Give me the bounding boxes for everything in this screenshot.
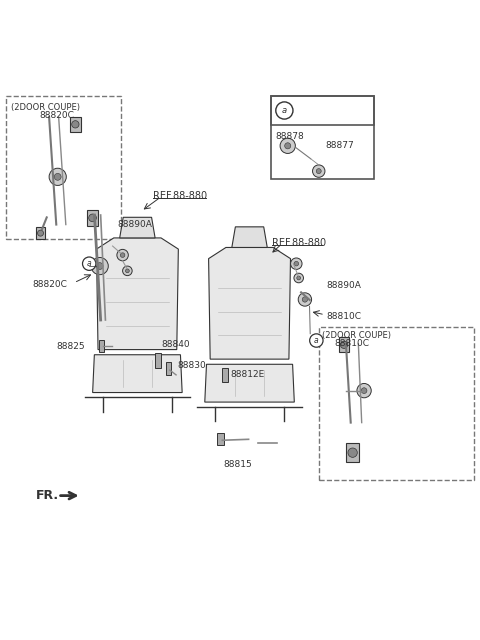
Text: 88890A: 88890A (327, 281, 362, 290)
Polygon shape (209, 248, 290, 359)
Circle shape (122, 266, 132, 276)
Circle shape (37, 230, 44, 236)
Polygon shape (96, 238, 179, 349)
Circle shape (285, 143, 291, 149)
Bar (36, 227, 45, 239)
Text: 88890A: 88890A (117, 220, 152, 228)
Circle shape (357, 383, 371, 398)
Text: a: a (314, 336, 319, 345)
Circle shape (298, 292, 312, 306)
Text: 88812E: 88812E (230, 371, 264, 380)
Circle shape (297, 276, 300, 280)
Circle shape (316, 168, 321, 173)
Bar (346, 444, 360, 462)
Bar (87, 210, 98, 225)
Text: (2DOOR COUPE): (2DOOR COUPE) (11, 103, 80, 112)
Circle shape (72, 121, 79, 128)
Circle shape (54, 173, 61, 180)
Text: 88830: 88830 (177, 361, 206, 370)
Circle shape (83, 257, 96, 270)
Polygon shape (205, 364, 294, 402)
Circle shape (96, 262, 103, 269)
Circle shape (280, 138, 295, 154)
Text: a: a (87, 259, 92, 268)
Text: 88820C: 88820C (33, 280, 67, 289)
Bar (166, 362, 171, 375)
Circle shape (91, 257, 108, 275)
Circle shape (361, 388, 367, 394)
Polygon shape (120, 218, 155, 238)
Bar (155, 353, 161, 368)
Circle shape (294, 261, 299, 266)
Bar (70, 117, 81, 132)
Polygon shape (93, 355, 182, 392)
Bar (217, 433, 225, 445)
Circle shape (340, 341, 348, 349)
Circle shape (276, 102, 293, 119)
Circle shape (310, 334, 323, 348)
Text: FR.: FR. (36, 489, 59, 502)
Text: 88825: 88825 (56, 342, 85, 351)
Circle shape (290, 258, 302, 269)
Bar (339, 337, 349, 352)
Circle shape (89, 214, 96, 221)
Text: 88820C: 88820C (39, 111, 74, 120)
Circle shape (302, 297, 308, 302)
Bar (99, 340, 105, 352)
Circle shape (312, 165, 325, 177)
Text: 88810C: 88810C (327, 312, 362, 321)
Text: REF.88-880: REF.88-880 (273, 237, 326, 248)
Text: REF.88-880: REF.88-880 (153, 191, 207, 201)
Text: 88877: 88877 (325, 141, 354, 150)
Polygon shape (232, 227, 267, 248)
Circle shape (125, 269, 129, 273)
Text: (2DOOR COUPE): (2DOOR COUPE) (322, 331, 391, 340)
Text: 88840: 88840 (162, 340, 191, 349)
Circle shape (117, 250, 128, 261)
Circle shape (49, 168, 66, 186)
Circle shape (348, 448, 357, 458)
Text: 88878: 88878 (276, 132, 304, 141)
Text: 88810C: 88810C (335, 339, 370, 348)
Circle shape (294, 273, 303, 283)
Text: 88815: 88815 (224, 460, 252, 469)
Circle shape (120, 253, 125, 257)
Text: a: a (282, 106, 287, 115)
Bar (222, 368, 228, 381)
